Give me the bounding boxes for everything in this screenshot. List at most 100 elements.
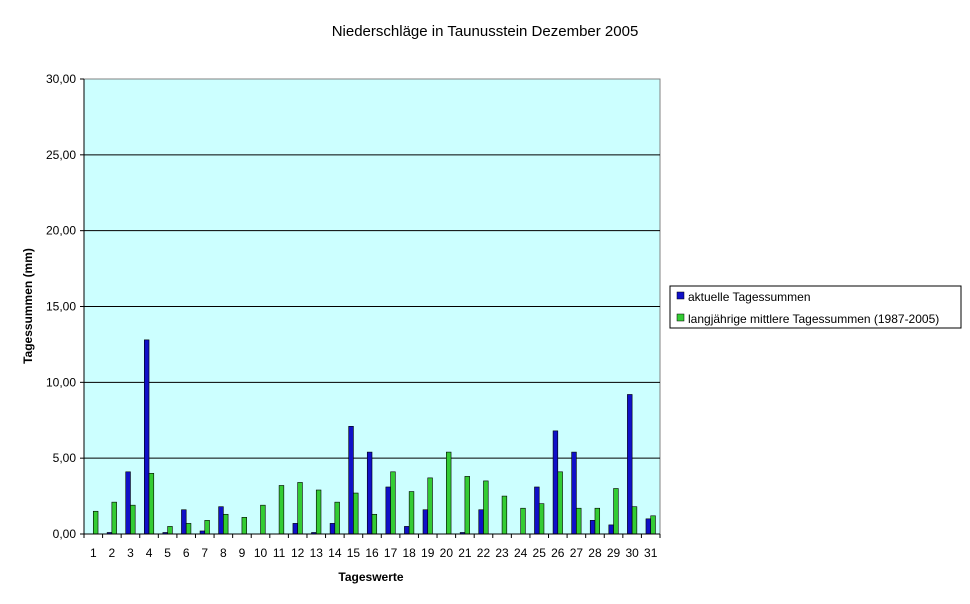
x-tick-label: 17 [384, 546, 398, 560]
x-tick-label: 28 [588, 546, 602, 560]
legend: aktuelle Tagessummen langjährige mittler… [669, 285, 962, 329]
bar-current [125, 471, 131, 535]
x-tick-label: 10 [254, 546, 268, 560]
legend-label-average: langjährige mittlere Tagessummen (1987-2… [688, 312, 939, 326]
x-tick-label: 3 [127, 546, 134, 560]
bar-current [608, 524, 614, 535]
x-tick-label: 25 [533, 546, 547, 560]
bar-current [385, 486, 391, 535]
x-tick-label: 19 [421, 546, 435, 560]
y-axis-label: Tagessummen (mm) [21, 248, 35, 364]
bar-average [334, 501, 340, 535]
bar-average [483, 480, 489, 535]
x-tick-label: 4 [146, 546, 153, 560]
bar-average [520, 507, 526, 535]
x-tick-label: 5 [164, 546, 171, 560]
bar-average [315, 489, 322, 535]
bar-current [571, 451, 577, 535]
bar-average [631, 506, 638, 535]
x-axis-label: Tageswerte [338, 570, 403, 584]
y-tick-label: 5,00 [53, 451, 77, 465]
bar-current [181, 509, 187, 535]
bar-average [353, 492, 359, 535]
bar-average [501, 495, 508, 535]
bar-average [297, 482, 303, 535]
x-tick-label: 16 [365, 546, 379, 560]
bar-current [478, 509, 484, 535]
x-axis-ticks: 1 2 3 4 5 6 7 8 9 10 11 12 13 14 15 16 17 18 19 20 21 22 23 24 2… [83, 534, 661, 560]
y-tick-label: 25,00 [46, 148, 76, 162]
bar-average [148, 473, 155, 535]
x-tick-label: 11 [273, 546, 286, 560]
bar-current [348, 426, 354, 535]
x-tick-label: 15 [347, 546, 361, 560]
x-tick-label: 13 [310, 546, 324, 560]
y-tick-label: 30,00 [46, 72, 76, 86]
y-tick-label: 10,00 [46, 375, 76, 389]
bar-current [589, 520, 596, 535]
legend-swatch-current [676, 291, 685, 300]
x-tick-label: 22 [477, 546, 491, 560]
legend-swatch-average [676, 313, 685, 322]
x-tick-label: 8 [220, 546, 227, 560]
x-tick-label: 21 [458, 546, 472, 560]
y-tick-label: 0,00 [53, 527, 77, 541]
x-tick-label: 31 [644, 546, 658, 560]
bar-current [292, 523, 298, 535]
bar-average [371, 513, 378, 535]
bar-average [594, 507, 601, 535]
bar-average [278, 485, 285, 535]
bar-average [464, 476, 470, 535]
bar-average [390, 471, 396, 535]
bar-average [576, 507, 582, 535]
x-tick-label: 6 [183, 546, 190, 560]
bar-average [538, 503, 545, 535]
x-tick-label: 26 [551, 546, 565, 560]
x-tick-label: 1 [90, 546, 97, 560]
x-tick-label: 7 [201, 546, 208, 560]
bar-current [422, 509, 429, 535]
bar-current [627, 394, 633, 535]
x-tick-label: 29 [607, 546, 621, 560]
bar-average [613, 488, 619, 535]
bar-current [329, 523, 336, 535]
bar-current [366, 451, 373, 535]
bar-average [650, 515, 656, 535]
gridlines [84, 154, 660, 459]
bar-current [143, 339, 150, 535]
bar-average [167, 526, 173, 535]
chart-title: Niederschläge in Taunusstein Dezember 20… [332, 23, 639, 40]
bar-average [241, 517, 247, 535]
y-tick-label: 15,00 [46, 300, 76, 314]
bar-current [645, 518, 652, 535]
x-tick-label: 24 [514, 546, 528, 560]
bar-current [552, 430, 559, 535]
bar-average [130, 504, 136, 535]
x-tick-label: 14 [328, 546, 342, 560]
bar-average [446, 451, 452, 535]
legend-box [669, 285, 962, 329]
y-tick-label: 20,00 [46, 224, 76, 238]
x-tick-label: 18 [402, 546, 416, 560]
bar-average [185, 523, 192, 535]
bar-average [427, 477, 433, 535]
bar-current [404, 526, 410, 535]
x-tick-label: 20 [440, 546, 454, 560]
x-tick-label: 23 [495, 546, 509, 560]
bar-current [534, 486, 540, 535]
bar-average [557, 471, 563, 535]
bar-average [204, 520, 210, 535]
bar-average [111, 501, 117, 535]
legend-label-current: aktuelle Tagessummen [688, 290, 811, 304]
bar-average [223, 513, 229, 535]
x-tick-label: 12 [291, 546, 305, 560]
x-tick-label: 27 [570, 546, 584, 560]
y-axis-ticks: 0,00 5,00 10,00 15,00 20,00 25,00 30,00 [46, 72, 84, 541]
bar-average [260, 504, 266, 535]
bars [92, 339, 656, 535]
x-tick-label: 2 [109, 546, 116, 560]
bar-average [408, 491, 415, 535]
x-tick-label: 30 [625, 546, 639, 560]
bar-current [218, 506, 224, 535]
